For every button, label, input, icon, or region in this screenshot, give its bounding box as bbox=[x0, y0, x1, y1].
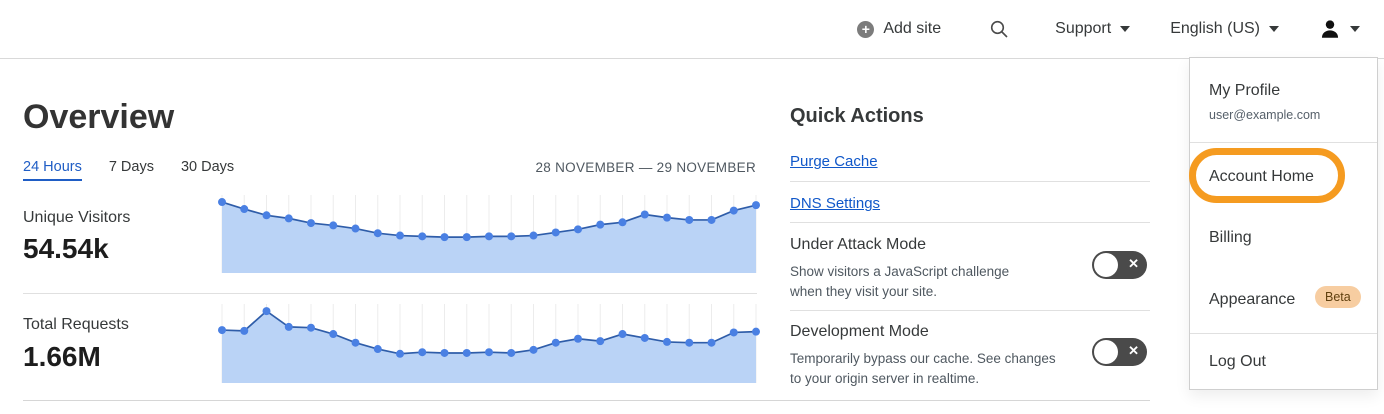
time-range-tabs: 24 Hours 7 Days 30 Days bbox=[23, 159, 234, 181]
quick-actions-divider bbox=[790, 222, 1150, 223]
total-requests-label: Total Requests bbox=[23, 316, 129, 333]
page-title: Overview bbox=[23, 98, 175, 136]
development-mode-description: Temporarily bypass our cache. See change… bbox=[790, 351, 1056, 386]
top-nav: + Add site Support English (US) bbox=[0, 0, 1384, 59]
total-requests-value: 1.66M bbox=[23, 341, 101, 372]
under-attack-mode-description: Show visitors a JavaScript challenge whe… bbox=[790, 264, 1010, 299]
under-attack-mode-toggle[interactable]: ✕ bbox=[1092, 251, 1147, 279]
beta-badge: Beta bbox=[1315, 286, 1361, 308]
language-label: English (US) bbox=[1170, 20, 1260, 37]
billing-menu-item[interactable]: Billing bbox=[1209, 229, 1252, 246]
quick-actions-divider bbox=[790, 310, 1150, 311]
my-profile-menu-item[interactable]: My Profile bbox=[1209, 82, 1281, 99]
tab-7-days[interactable]: 7 Days bbox=[108, 159, 154, 175]
unique-visitors-chart bbox=[218, 195, 760, 273]
quick-actions-divider bbox=[790, 181, 1150, 182]
add-site-label: Add site bbox=[883, 20, 942, 37]
unique-visitors-value: 54.54k bbox=[23, 233, 109, 264]
chevron-down-icon bbox=[1350, 26, 1360, 32]
unique-visitors-label: Unique Visitors bbox=[23, 209, 131, 226]
chevron-down-icon bbox=[1269, 26, 1279, 32]
under-attack-mode-label: Under Attack Mode bbox=[790, 236, 927, 253]
add-site-button[interactable]: + Add site bbox=[857, 20, 941, 38]
toggle-knob bbox=[1094, 340, 1118, 364]
account-home-menu-item[interactable]: Account Home bbox=[1209, 168, 1314, 185]
toggle-knob bbox=[1094, 253, 1118, 277]
tab-30-days[interactable]: 30 Days bbox=[180, 159, 235, 175]
account-dropdown-menu: My Profile user@example.com Account Home… bbox=[1189, 57, 1378, 390]
language-menu[interactable]: English (US) bbox=[1170, 20, 1279, 38]
search-icon bbox=[991, 20, 1008, 38]
development-mode-toggle[interactable]: ✕ bbox=[1092, 338, 1147, 366]
metrics-divider bbox=[23, 293, 757, 294]
account-menu-button[interactable] bbox=[1319, 18, 1360, 40]
purge-cache-link[interactable]: Purge Cache bbox=[790, 153, 878, 170]
quick-actions-title: Quick Actions bbox=[790, 105, 924, 127]
toggle-off-x-icon: ✕ bbox=[1128, 343, 1139, 358]
user-icon bbox=[1321, 20, 1339, 38]
tab-24-hours[interactable]: 24 Hours bbox=[23, 159, 82, 181]
toggle-off-x-icon: ✕ bbox=[1128, 256, 1139, 271]
bottom-divider bbox=[23, 400, 1150, 401]
chevron-down-icon bbox=[1120, 26, 1131, 32]
dns-settings-link[interactable]: DNS Settings bbox=[790, 195, 881, 212]
plus-circle-icon: + bbox=[857, 20, 875, 38]
development-mode-label: Development Mode bbox=[790, 323, 929, 340]
search-button[interactable] bbox=[989, 19, 1009, 39]
menu-divider bbox=[1190, 333, 1377, 334]
support-label: Support bbox=[1055, 20, 1112, 37]
profile-email: user@example.com bbox=[1209, 108, 1321, 122]
appearance-menu-item[interactable]: Appearance bbox=[1209, 291, 1296, 308]
log-out-menu-item[interactable]: Log Out bbox=[1209, 353, 1266, 370]
date-range-label: 28 NOVEMBER — 29 NOVEMBER bbox=[535, 160, 756, 175]
menu-divider bbox=[1190, 142, 1377, 143]
total-requests-chart bbox=[218, 304, 760, 383]
support-menu[interactable]: Support bbox=[1055, 20, 1131, 38]
